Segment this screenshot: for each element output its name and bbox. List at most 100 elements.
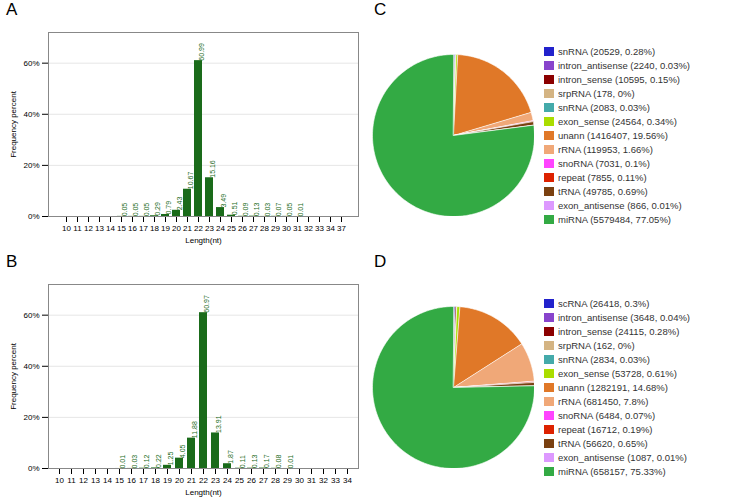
svg-text:13: 13 bbox=[95, 224, 104, 233]
svg-text:27: 27 bbox=[259, 476, 268, 485]
svg-text:31: 31 bbox=[293, 224, 302, 233]
svg-text:Length(nt): Length(nt) bbox=[185, 488, 222, 497]
svg-text:0.01: 0.01 bbox=[297, 203, 304, 217]
svg-text:60.99: 60.99 bbox=[198, 43, 205, 61]
svg-text:11.88: 11.88 bbox=[191, 421, 198, 438]
svg-text:26: 26 bbox=[247, 476, 256, 485]
html-text:A: A bbox=[6, 0, 18, 19]
svg-text:20: 20 bbox=[175, 476, 184, 485]
svg-text:30: 30 bbox=[282, 224, 291, 233]
svg-text:16: 16 bbox=[127, 476, 136, 485]
svg-text:Frequency percent: Frequency percent bbox=[9, 90, 18, 157]
svg-text:34: 34 bbox=[326, 224, 335, 233]
svg-text:0.22: 0.22 bbox=[155, 454, 162, 468]
svg-text:33: 33 bbox=[331, 476, 340, 485]
svg-text:24: 24 bbox=[216, 224, 225, 233]
svg-text:16: 16 bbox=[128, 224, 137, 233]
svg-text:0.13: 0.13 bbox=[253, 202, 260, 216]
svg-text:20%: 20% bbox=[23, 413, 39, 422]
svg-text:32: 32 bbox=[319, 476, 328, 485]
svg-text:34: 34 bbox=[343, 476, 352, 485]
svg-text:0.51: 0.51 bbox=[231, 201, 238, 215]
svg-text:17: 17 bbox=[139, 224, 148, 233]
svg-text:4.05: 4.05 bbox=[179, 444, 186, 458]
svg-text:60%: 60% bbox=[23, 311, 39, 320]
svg-text:19: 19 bbox=[163, 476, 172, 485]
svg-text:11: 11 bbox=[67, 476, 76, 485]
svg-text:0.05: 0.05 bbox=[286, 203, 293, 217]
html-text:snRNA (20529, 0.28%): snRNA (20529, 0.28%) bbox=[558, 45, 656, 57]
svg-text:3.49: 3.49 bbox=[220, 194, 227, 208]
svg-text:28: 28 bbox=[271, 476, 280, 485]
svg-text:60.97: 60.97 bbox=[203, 295, 210, 313]
svg-text:25: 25 bbox=[235, 476, 244, 485]
svg-text:23: 23 bbox=[211, 476, 220, 485]
svg-text:26: 26 bbox=[238, 224, 247, 233]
svg-text:13: 13 bbox=[91, 476, 100, 485]
svg-text:0%: 0% bbox=[28, 464, 40, 473]
svg-text:18: 18 bbox=[151, 476, 160, 485]
svg-text:40%: 40% bbox=[23, 110, 39, 119]
svg-text:23: 23 bbox=[205, 224, 214, 233]
svg-text:0.79: 0.79 bbox=[165, 201, 172, 215]
html-text:D: D bbox=[374, 252, 387, 271]
svg-text:22: 22 bbox=[194, 224, 203, 233]
svg-text:11: 11 bbox=[73, 224, 82, 233]
svg-text:13.91: 13.91 bbox=[215, 415, 222, 433]
svg-text:1.87: 1.87 bbox=[227, 450, 234, 464]
svg-text:0.07: 0.07 bbox=[275, 203, 282, 217]
html-text:B: B bbox=[6, 252, 18, 271]
svg-text:15: 15 bbox=[117, 224, 126, 233]
svg-text:0.13: 0.13 bbox=[251, 454, 258, 468]
svg-text:12: 12 bbox=[79, 476, 88, 485]
svg-text:14: 14 bbox=[106, 224, 115, 233]
svg-text:30: 30 bbox=[295, 476, 304, 485]
svg-text:0.29: 0.29 bbox=[154, 202, 161, 216]
svg-text:0.05: 0.05 bbox=[121, 203, 128, 217]
svg-text:19: 19 bbox=[161, 224, 170, 233]
svg-text:0.01: 0.01 bbox=[119, 455, 126, 469]
svg-text:2.43: 2.43 bbox=[176, 197, 183, 211]
svg-text:15: 15 bbox=[115, 476, 124, 485]
svg-text:0.03: 0.03 bbox=[131, 455, 138, 469]
svg-text:25: 25 bbox=[227, 224, 236, 233]
svg-text:28: 28 bbox=[260, 224, 269, 233]
svg-text:15.16: 15.16 bbox=[209, 160, 216, 178]
svg-text:31: 31 bbox=[307, 476, 316, 485]
svg-text:10: 10 bbox=[55, 476, 64, 485]
svg-text:12: 12 bbox=[84, 224, 93, 233]
svg-text:29: 29 bbox=[271, 224, 280, 233]
svg-text:10.67: 10.67 bbox=[187, 172, 194, 190]
svg-text:0.09: 0.09 bbox=[242, 203, 249, 217]
svg-text:40%: 40% bbox=[23, 362, 39, 371]
svg-text:1.25: 1.25 bbox=[167, 452, 174, 466]
svg-text:0.01: 0.01 bbox=[287, 455, 294, 469]
svg-text:0.05: 0.05 bbox=[143, 203, 150, 217]
svg-text:33: 33 bbox=[315, 224, 324, 233]
svg-text:20: 20 bbox=[172, 224, 181, 233]
svg-text:20%: 20% bbox=[23, 161, 39, 170]
svg-text:0.17: 0.17 bbox=[263, 454, 270, 468]
svg-text:Frequency percent: Frequency percent bbox=[9, 342, 18, 409]
svg-text:0.08: 0.08 bbox=[275, 455, 282, 469]
svg-text:29: 29 bbox=[283, 476, 292, 485]
svg-text:32: 32 bbox=[304, 224, 313, 233]
svg-text:0%: 0% bbox=[28, 212, 40, 221]
svg-text:Length(nt): Length(nt) bbox=[185, 236, 222, 245]
svg-text:21: 21 bbox=[187, 476, 196, 485]
html-text:C: C bbox=[374, 0, 387, 19]
svg-text:21: 21 bbox=[183, 224, 192, 233]
svg-text:0.03: 0.03 bbox=[264, 203, 271, 217]
svg-text:37: 37 bbox=[337, 224, 346, 233]
svg-text:10: 10 bbox=[62, 224, 71, 233]
svg-text:22: 22 bbox=[199, 476, 208, 485]
svg-text:60%: 60% bbox=[23, 59, 39, 68]
svg-text:24: 24 bbox=[223, 476, 232, 485]
svg-text:17: 17 bbox=[139, 476, 148, 485]
svg-text:27: 27 bbox=[249, 224, 258, 233]
svg-text:0.12: 0.12 bbox=[143, 454, 150, 468]
svg-text:0.11: 0.11 bbox=[239, 455, 246, 468]
svg-text:14: 14 bbox=[103, 476, 112, 485]
svg-text:18: 18 bbox=[150, 224, 159, 233]
svg-text:0.05: 0.05 bbox=[132, 203, 139, 217]
